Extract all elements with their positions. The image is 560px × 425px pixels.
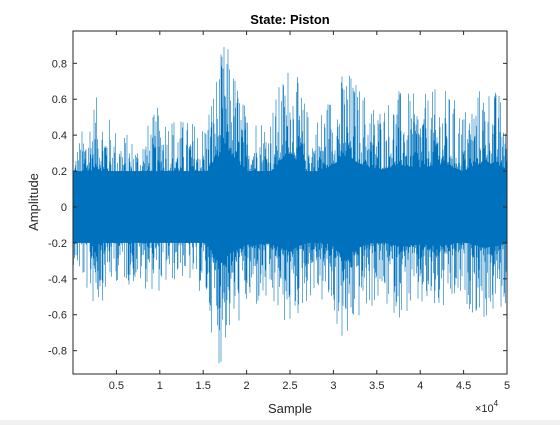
x-tick-label: 1 [157, 380, 163, 392]
x-tick-label: 4 [417, 380, 423, 392]
y-tick-label: 0.4 [52, 130, 67, 142]
y-tick-label: -0.6 [48, 310, 67, 322]
x-exponent-power: 4 [494, 399, 499, 408]
x-tick-label: 3.5 [369, 380, 384, 392]
y-tick-label: 0.6 [52, 94, 67, 106]
x-tick-label: 1.5 [196, 380, 211, 392]
y-tick-label: 0 [61, 202, 67, 214]
y-tick-label: -0.8 [48, 346, 67, 358]
y-tick-label: -0.4 [48, 274, 67, 286]
x-tick-label: 2 [244, 380, 250, 392]
x-exponent-label: ×104 [475, 399, 499, 415]
chart-title: State: Piston [250, 12, 330, 27]
x-tick-label: 4.5 [456, 380, 471, 392]
y-tick-label: 0.8 [52, 58, 67, 70]
y-axis-label: Amplitude [26, 173, 41, 231]
x-tick-label: 3 [330, 380, 336, 392]
x-tick-label: 5 [504, 380, 510, 392]
y-ticks: -0.8 -0.6 -0.4 -0.2 0 0.2 0.4 0.6 0.8 [48, 58, 507, 358]
x-tick-label: 2.5 [282, 380, 297, 392]
y-tick-label: 0.2 [52, 166, 67, 178]
x-tick-label: 0.5 [109, 380, 124, 392]
x-axis-label: Sample [268, 401, 312, 416]
y-tick-label: -0.2 [48, 238, 67, 250]
waveform-core [73, 171, 507, 243]
x-ticks: 0.5 1 1.5 2 2.5 3 3.5 4 4.5 5 [109, 31, 510, 392]
waveform-group [72, 47, 508, 364]
